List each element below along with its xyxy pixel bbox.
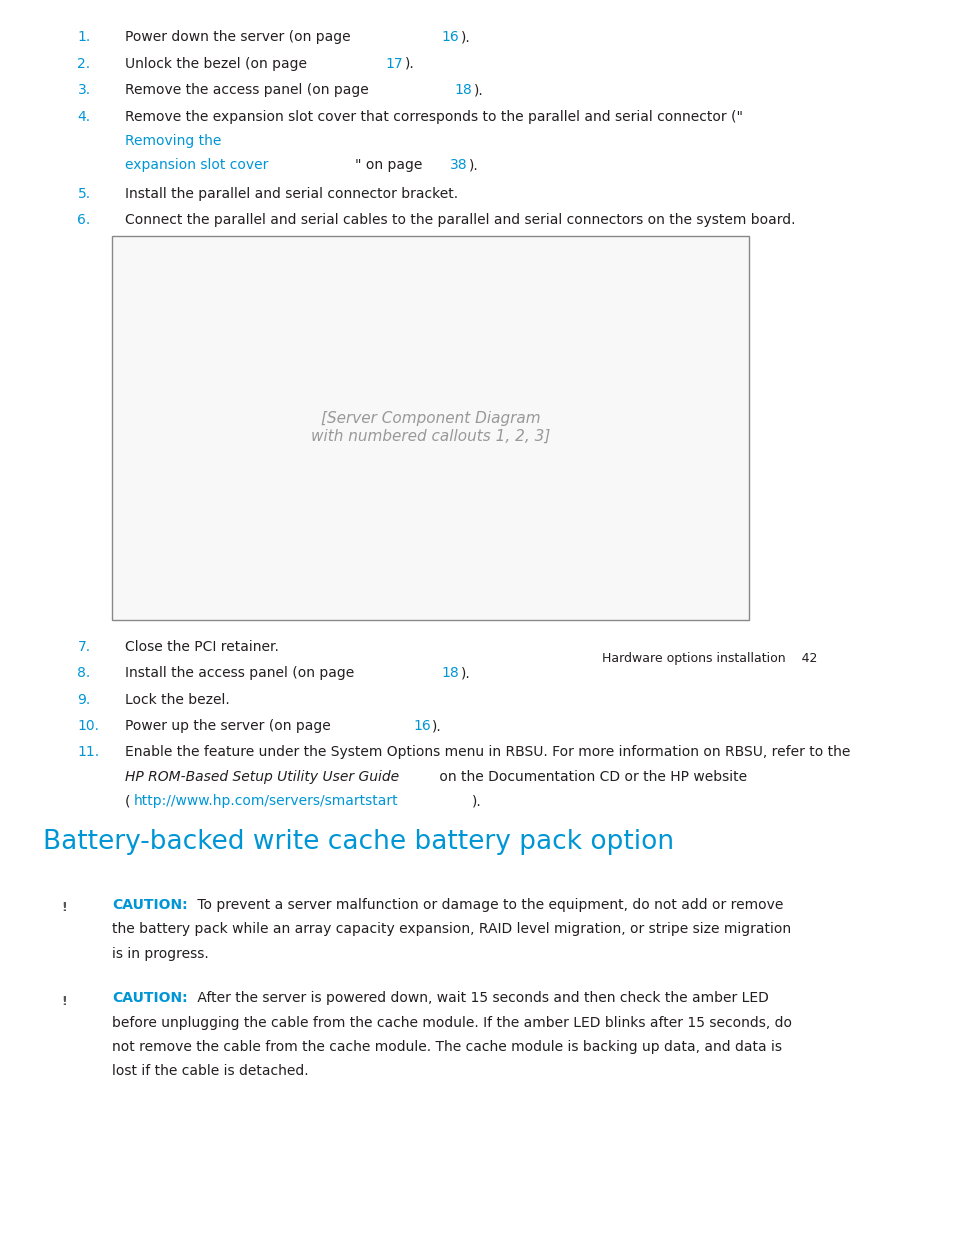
Text: 18: 18 bbox=[454, 83, 472, 98]
Text: 1.: 1. bbox=[77, 31, 91, 44]
Text: !: ! bbox=[62, 902, 68, 914]
Text: CAUTION:: CAUTION: bbox=[112, 898, 188, 911]
Text: Install the parallel and serial connector bracket.: Install the parallel and serial connecto… bbox=[125, 186, 457, 201]
Text: 7.: 7. bbox=[77, 640, 91, 653]
Text: CAUTION:: CAUTION: bbox=[112, 992, 188, 1005]
Text: 3.: 3. bbox=[77, 83, 91, 98]
Text: To prevent a server malfunction or damage to the equipment, do not add or remove: To prevent a server malfunction or damag… bbox=[193, 898, 782, 911]
Text: the battery pack while an array capacity expansion, RAID level migration, or str: the battery pack while an array capacity… bbox=[112, 923, 790, 936]
Text: 38: 38 bbox=[450, 158, 467, 173]
Text: Hardware options installation    42: Hardware options installation 42 bbox=[601, 652, 817, 664]
Text: 10.: 10. bbox=[77, 719, 99, 734]
Text: Lock the bezel.: Lock the bezel. bbox=[125, 693, 230, 706]
Text: After the server is powered down, wait 15 seconds and then check the amber LED: After the server is powered down, wait 1… bbox=[193, 992, 768, 1005]
Text: ).: ). bbox=[460, 31, 470, 44]
Text: 4.: 4. bbox=[77, 110, 91, 124]
Text: " on page: " on page bbox=[355, 158, 427, 173]
Text: Remove the expansion slot cover that corresponds to the parallel and serial conn: Remove the expansion slot cover that cor… bbox=[125, 110, 742, 124]
Text: http://www.hp.com/servers/smartstart: http://www.hp.com/servers/smartstart bbox=[133, 794, 397, 808]
Text: ).: ). bbox=[471, 794, 481, 808]
Text: 18: 18 bbox=[441, 666, 458, 680]
Text: on the Documentation CD or the HP website: on the Documentation CD or the HP websit… bbox=[435, 769, 746, 784]
Text: ).: ). bbox=[404, 57, 414, 70]
Text: ).: ). bbox=[460, 666, 470, 680]
Text: Removing the: Removing the bbox=[125, 135, 221, 148]
Text: !: ! bbox=[62, 995, 68, 1008]
Text: expansion slot cover: expansion slot cover bbox=[125, 158, 268, 173]
Text: Close the PCI retainer.: Close the PCI retainer. bbox=[125, 640, 278, 653]
Text: (: ( bbox=[125, 794, 131, 808]
Text: Power down the server (on page: Power down the server (on page bbox=[125, 31, 355, 44]
Text: 16: 16 bbox=[413, 719, 431, 734]
Text: Power up the server (on page: Power up the server (on page bbox=[125, 719, 335, 734]
Text: 2.: 2. bbox=[77, 57, 91, 70]
Text: 9.: 9. bbox=[77, 693, 91, 706]
Text: lost if the cable is detached.: lost if the cable is detached. bbox=[112, 1065, 308, 1078]
Text: 17: 17 bbox=[385, 57, 403, 70]
Text: 11.: 11. bbox=[77, 746, 99, 760]
Text: is in progress.: is in progress. bbox=[112, 946, 209, 961]
Text: not remove the cable from the cache module. The cache module is backing up data,: not remove the cable from the cache modu… bbox=[112, 1040, 781, 1053]
Text: Remove the access panel (on page: Remove the access panel (on page bbox=[125, 83, 373, 98]
Text: Battery-backed write cache battery pack option: Battery-backed write cache battery pack … bbox=[43, 829, 674, 855]
Polygon shape bbox=[46, 992, 84, 1011]
Text: before unplugging the cable from the cache module. If the amber LED blinks after: before unplugging the cable from the cac… bbox=[112, 1015, 791, 1030]
Text: ).: ). bbox=[469, 158, 478, 173]
Text: Unlock the bezel (on page: Unlock the bezel (on page bbox=[125, 57, 311, 70]
Text: 8.: 8. bbox=[77, 666, 91, 680]
Text: HP ROM-Based Setup Utility User Guide: HP ROM-Based Setup Utility User Guide bbox=[125, 769, 398, 784]
Text: 5.: 5. bbox=[77, 186, 91, 201]
Text: Install the access panel (on page: Install the access panel (on page bbox=[125, 666, 358, 680]
Text: 6.: 6. bbox=[77, 214, 91, 227]
Text: [Server Component Diagram
with numbered callouts 1, 2, 3]: [Server Component Diagram with numbered … bbox=[311, 411, 550, 443]
Text: Enable the feature under the System Options menu in RBSU. For more information o: Enable the feature under the System Opti… bbox=[125, 746, 849, 760]
Text: Connect the parallel and serial cables to the parallel and serial connectors on : Connect the parallel and serial cables t… bbox=[125, 214, 795, 227]
FancyBboxPatch shape bbox=[112, 236, 748, 620]
Polygon shape bbox=[46, 898, 84, 918]
Text: ).: ). bbox=[432, 719, 441, 734]
Text: 16: 16 bbox=[441, 31, 458, 44]
Text: ).: ). bbox=[473, 83, 482, 98]
